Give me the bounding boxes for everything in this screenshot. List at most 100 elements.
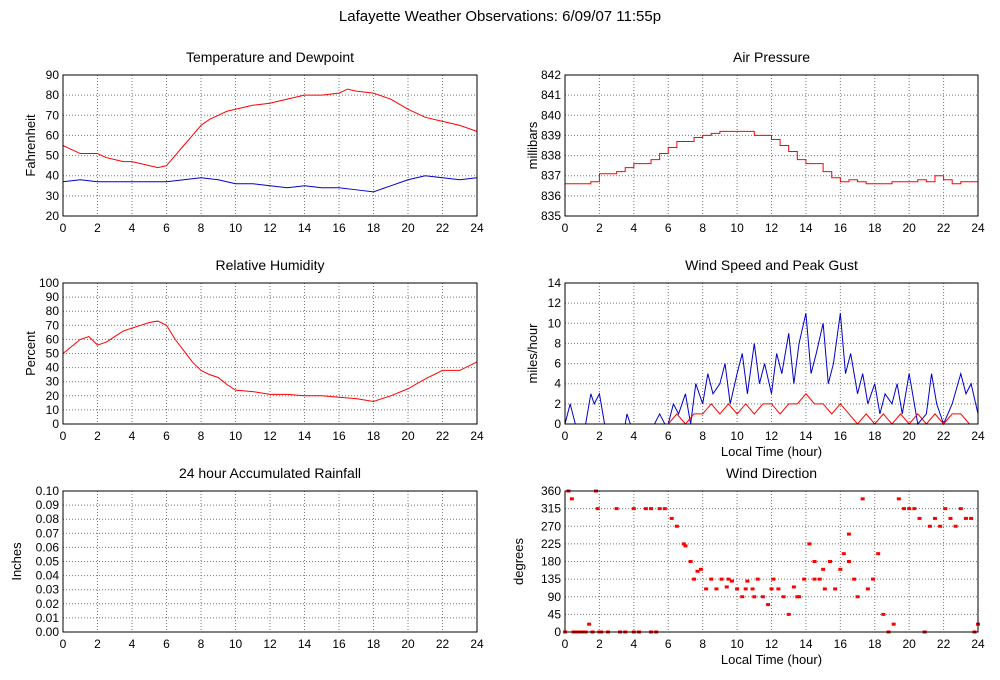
chart-title: 24 hour Accumulated Rainfall: [179, 465, 361, 481]
data-point: [927, 524, 932, 528]
plot-frame: [564, 282, 979, 425]
x-tick-label: 24: [470, 637, 484, 651]
x-tick-label: 6: [163, 221, 170, 235]
x-tick-label: 2: [596, 429, 603, 443]
x-tick-label: 24: [971, 221, 985, 235]
data-point: [896, 497, 901, 501]
x-tick-label: 16: [332, 429, 346, 443]
y-tick-label: 2: [554, 397, 561, 411]
x-tick-label: 22: [937, 429, 951, 443]
series-line-1: [62, 175, 478, 193]
y-axis-label: Percent: [23, 331, 38, 376]
x-tick-label: 20: [902, 429, 916, 443]
y-tick-label: 839: [541, 128, 561, 142]
x-tick-label: 20: [401, 429, 415, 443]
x-axis-label: Local Time (hour): [721, 444, 822, 459]
y-axis-label: miles/hour: [525, 323, 540, 384]
x-tick-label: 10: [730, 637, 744, 651]
plot-frame: [564, 490, 979, 633]
plot-frame: [62, 282, 478, 425]
data-point: [649, 507, 654, 511]
y-tick-label: 0.08: [36, 512, 60, 526]
data-point: [769, 587, 774, 591]
y-tick-label: 840: [541, 108, 561, 122]
x-tick-label: 18: [367, 429, 381, 443]
data-point: [698, 567, 703, 571]
data-point: [828, 560, 833, 563]
y-tick-label: 8: [554, 336, 561, 350]
x-tick-label: 0: [562, 429, 569, 443]
y-tick-label: 0.05: [36, 555, 60, 569]
x-tick-label: 0: [562, 221, 569, 235]
y-tick-label: 60: [46, 332, 60, 346]
data-point: [795, 595, 800, 599]
x-tick-label: 18: [868, 221, 882, 235]
x-tick-label: 4: [630, 429, 637, 443]
data-point: [907, 507, 912, 511]
data-point: [781, 595, 786, 599]
plot-frame: [62, 74, 478, 217]
chart-title: Wind Speed and Peak Gust: [685, 257, 858, 273]
x-tick-label: 2: [596, 221, 603, 235]
data-point: [876, 552, 881, 556]
y-tick-label: 90: [46, 290, 60, 304]
rain-chart: 0 2 4 6 8 10 12 14 16 18 20 22 240.000.010.020.030.0…: [9, 465, 484, 651]
x-tick-label: 20: [902, 221, 916, 235]
x-tick-label: 4: [630, 637, 637, 651]
y-tick-label: 50: [46, 347, 60, 361]
data-point: [683, 544, 688, 548]
data-point: [643, 507, 648, 511]
data-point: [657, 507, 662, 511]
x-tick-label: 10: [229, 221, 243, 235]
y-tick-label: 0.00: [36, 625, 60, 639]
x-tick-label: 22: [436, 637, 450, 651]
x-tick-label: 12: [263, 221, 277, 235]
data-point: [846, 532, 851, 536]
y-tick-label: 14: [548, 276, 562, 290]
series-line-0: [62, 320, 478, 402]
data-point: [812, 577, 817, 581]
y-tick-label: 315: [541, 502, 561, 516]
x-tick-label: 18: [868, 637, 882, 651]
y-tick-label: 0.07: [36, 526, 60, 540]
y-tick-label: 45: [548, 607, 562, 621]
data-point: [719, 577, 724, 581]
y-tick-label: 90: [548, 590, 562, 604]
series-line-1: [565, 393, 978, 425]
data-point: [704, 587, 709, 591]
y-tick-label: 50: [46, 149, 60, 163]
y-tick-label: 180: [541, 555, 561, 569]
data-point: [865, 587, 870, 591]
y-tick-label: 0: [52, 417, 59, 431]
data-point: [709, 577, 714, 581]
x-tick-label: 18: [367, 221, 381, 235]
x-tick-label: 0: [60, 429, 67, 443]
data-point: [729, 579, 734, 583]
data-point: [902, 507, 907, 511]
x-tick-label: 2: [94, 221, 101, 235]
plot-frame: [564, 74, 979, 217]
y-tick-label: 0.03: [36, 583, 60, 597]
x-tick-label: 16: [834, 221, 848, 235]
data-point: [917, 516, 922, 520]
data-point: [833, 587, 838, 591]
data-point: [846, 560, 851, 563]
x-tick-label: 12: [765, 221, 779, 235]
x-tick-label: 2: [94, 429, 101, 443]
x-tick-label: 18: [868, 429, 882, 443]
data-point: [943, 507, 948, 511]
chart-title: Temperature and Dewpoint: [186, 49, 354, 65]
x-tick-label: 8: [198, 221, 205, 235]
x-tick-label: 16: [332, 637, 346, 651]
x-tick-label: 20: [401, 221, 415, 235]
x-tick-label: 14: [298, 637, 312, 651]
y-tick-label: 40: [46, 169, 60, 183]
x-tick-label: 22: [436, 221, 450, 235]
y-tick-label: 0: [554, 417, 561, 431]
data-point: [681, 542, 686, 546]
data-point: [891, 622, 896, 626]
x-tick-label: 16: [332, 221, 346, 235]
data-point: [669, 516, 674, 520]
y-tick-label: 270: [541, 519, 561, 533]
